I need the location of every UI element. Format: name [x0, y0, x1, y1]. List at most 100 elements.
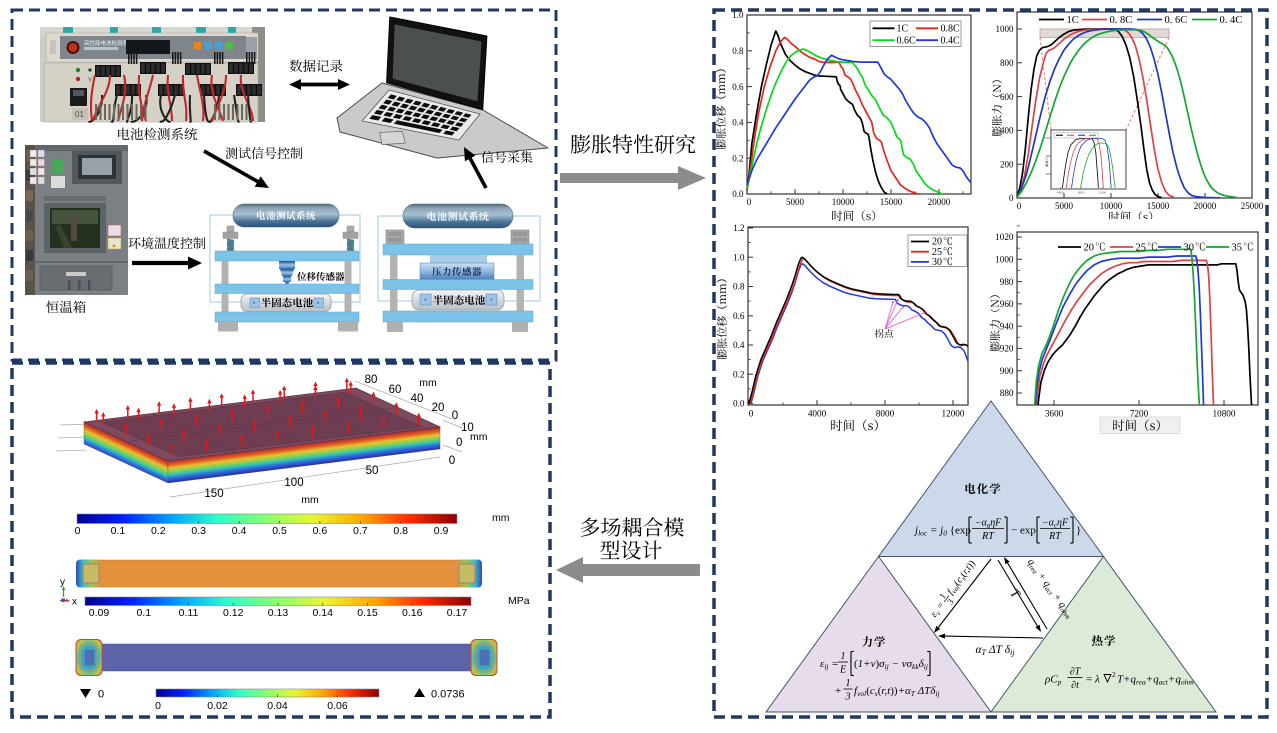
svg-text:1000: 1000: [995, 255, 1014, 265]
svg-text:jloc = j0 {exp: jloc = j0 {exp: [913, 525, 971, 538]
svg-text:εij =: εij =: [820, 658, 839, 671]
svg-text:0.2: 0.2: [733, 369, 745, 379]
svg-text:Y: Y: [88, 78, 92, 84]
svg-text:8000: 8000: [876, 409, 895, 419]
svg-text:12000: 12000: [942, 409, 965, 419]
svg-text:▲: ▲: [111, 243, 117, 249]
svg-text:− exp: − exp: [1011, 525, 1036, 537]
svg-text:1: 1: [846, 678, 851, 689]
svg-text:E: E: [839, 665, 846, 676]
svg-text:0.11: 0.11: [179, 607, 199, 619]
svg-text:0.17: 0.17: [447, 607, 468, 619]
svg-text:x: x: [72, 597, 77, 608]
svg-text:880: 880: [1000, 388, 1014, 398]
svg-text:0: 0: [1017, 201, 1022, 211]
svg-text:0.12: 0.12: [223, 607, 244, 619]
svg-text:0: 0: [452, 410, 458, 422]
svg-text:0.4: 0.4: [232, 525, 247, 537]
svg-text:0.2: 0.2: [732, 153, 743, 163]
svg-text:20: 20: [1084, 243, 1095, 254]
svg-text:0: 0: [98, 689, 104, 701]
svg-text:0.1: 0.1: [136, 607, 151, 619]
svg-text:1.0: 1.0: [732, 10, 744, 20]
svg-text:0.13: 0.13: [268, 607, 289, 619]
svg-text:5000: 5000: [1055, 201, 1074, 211]
svg-text:∂T: ∂T: [1070, 667, 1082, 678]
svg-text:0: 0: [1009, 193, 1014, 203]
svg-text:980: 980: [1000, 277, 1014, 287]
svg-text:0.4: 0.4: [733, 340, 745, 350]
svg-text:920: 920: [1000, 344, 1014, 354]
svg-text:1020: 1020: [995, 232, 1014, 242]
svg-text:= λ: = λ: [1086, 674, 1100, 686]
svg-text:1000: 1000: [1044, 136, 1051, 140]
svg-text:3600: 3600: [1045, 409, 1064, 419]
svg-text:+: +: [835, 685, 841, 697]
svg-text:0.8: 0.8: [732, 46, 744, 56]
svg-text:150: 150: [204, 488, 223, 500]
svg-text:900: 900: [1000, 366, 1014, 376]
svg-text:ρCp: ρCp: [1044, 674, 1062, 687]
svg-text:0: 0: [155, 700, 161, 712]
svg-text:20: 20: [432, 402, 445, 414]
svg-text:0.9: 0.9: [434, 525, 449, 537]
svg-text:25000: 25000: [1241, 201, 1264, 211]
svg-text:0.0: 0.0: [732, 189, 744, 199]
svg-text:mm: mm: [419, 377, 437, 389]
svg-text:0. 6C: 0. 6C: [1165, 15, 1188, 26]
svg-text:0.4: 0.4: [732, 118, 744, 128]
svg-text:MPa: MPa: [508, 595, 530, 607]
svg-text:980: 980: [1046, 154, 1051, 158]
svg-text:0.09: 0.09: [89, 607, 110, 619]
svg-text:2: 2: [1112, 670, 1116, 679]
svg-text:0.06: 0.06: [327, 700, 348, 712]
svg-text:10: 10: [461, 422, 474, 434]
svg-text:−αaηF: −αaηF: [975, 518, 1002, 530]
svg-text:0.5: 0.5: [272, 525, 287, 537]
svg-text:3: 3: [845, 692, 851, 703]
svg-text:400: 400: [1000, 126, 1014, 136]
svg-text:0. 8C: 0. 8C: [1110, 15, 1133, 26]
svg-text:20: 20: [932, 237, 942, 248]
svg-text:100: 100: [284, 477, 303, 489]
svg-text:15000: 15000: [1147, 201, 1170, 211]
svg-text:高性能电池检测系统: 高性能电池检测系统: [84, 39, 134, 47]
svg-text:80: 80: [365, 374, 378, 386]
svg-text:T+qrea+qact+qohm: T+qrea+qact+qohm: [1117, 674, 1194, 687]
svg-text:10000: 10000: [1100, 201, 1123, 211]
svg-text:}: }: [1076, 525, 1081, 537]
svg-text:940: 940: [1000, 321, 1014, 331]
svg-text:0.0: 0.0: [733, 399, 745, 409]
svg-text:1: 1: [937, 591, 948, 601]
svg-text:1C: 1C: [1067, 15, 1079, 26]
svg-text:0.04: 0.04: [267, 700, 288, 712]
svg-text:0.6: 0.6: [733, 311, 745, 321]
svg-text:960: 960: [1046, 172, 1051, 176]
svg-text:0.3: 0.3: [191, 525, 206, 537]
svg-text:0: 0: [75, 525, 81, 537]
svg-text:0.2: 0.2: [151, 525, 166, 537]
svg-text:0.8: 0.8: [733, 282, 745, 292]
svg-text:10800: 10800: [1213, 409, 1236, 419]
svg-text:0.16: 0.16: [402, 607, 423, 619]
svg-text:0.02: 0.02: [207, 700, 228, 712]
svg-text:0.6C: 0.6C: [897, 35, 917, 46]
svg-text:01: 01: [75, 110, 84, 119]
svg-text:12000: 12000: [1098, 191, 1106, 195]
svg-text:0: 0: [749, 409, 754, 419]
svg-text:0: 0: [449, 455, 455, 467]
svg-text:0.4C: 0.4C: [941, 35, 961, 46]
svg-text:20000: 20000: [928, 197, 951, 207]
svg-text:1000: 1000: [996, 24, 1015, 34]
svg-text:y: y: [60, 577, 65, 588]
svg-text:0.6: 0.6: [732, 82, 744, 92]
svg-text:8000: 8000: [1078, 191, 1085, 195]
svg-text:4000: 4000: [808, 409, 827, 419]
svg-text:35: 35: [1232, 243, 1243, 254]
svg-text:0.7: 0.7: [353, 525, 368, 537]
svg-text:(1+ν)σij − νσkkδij: (1+ν)σij − νσkkδij: [854, 658, 928, 671]
svg-text:fvol(cs(r,t))+αT ΔTδij: fvol(cs(r,t))+αT ΔTδij: [854, 685, 940, 698]
svg-text:20000: 20000: [1194, 201, 1217, 211]
svg-text:∂t: ∂t: [1071, 680, 1079, 691]
svg-text:800: 800: [1000, 58, 1014, 68]
